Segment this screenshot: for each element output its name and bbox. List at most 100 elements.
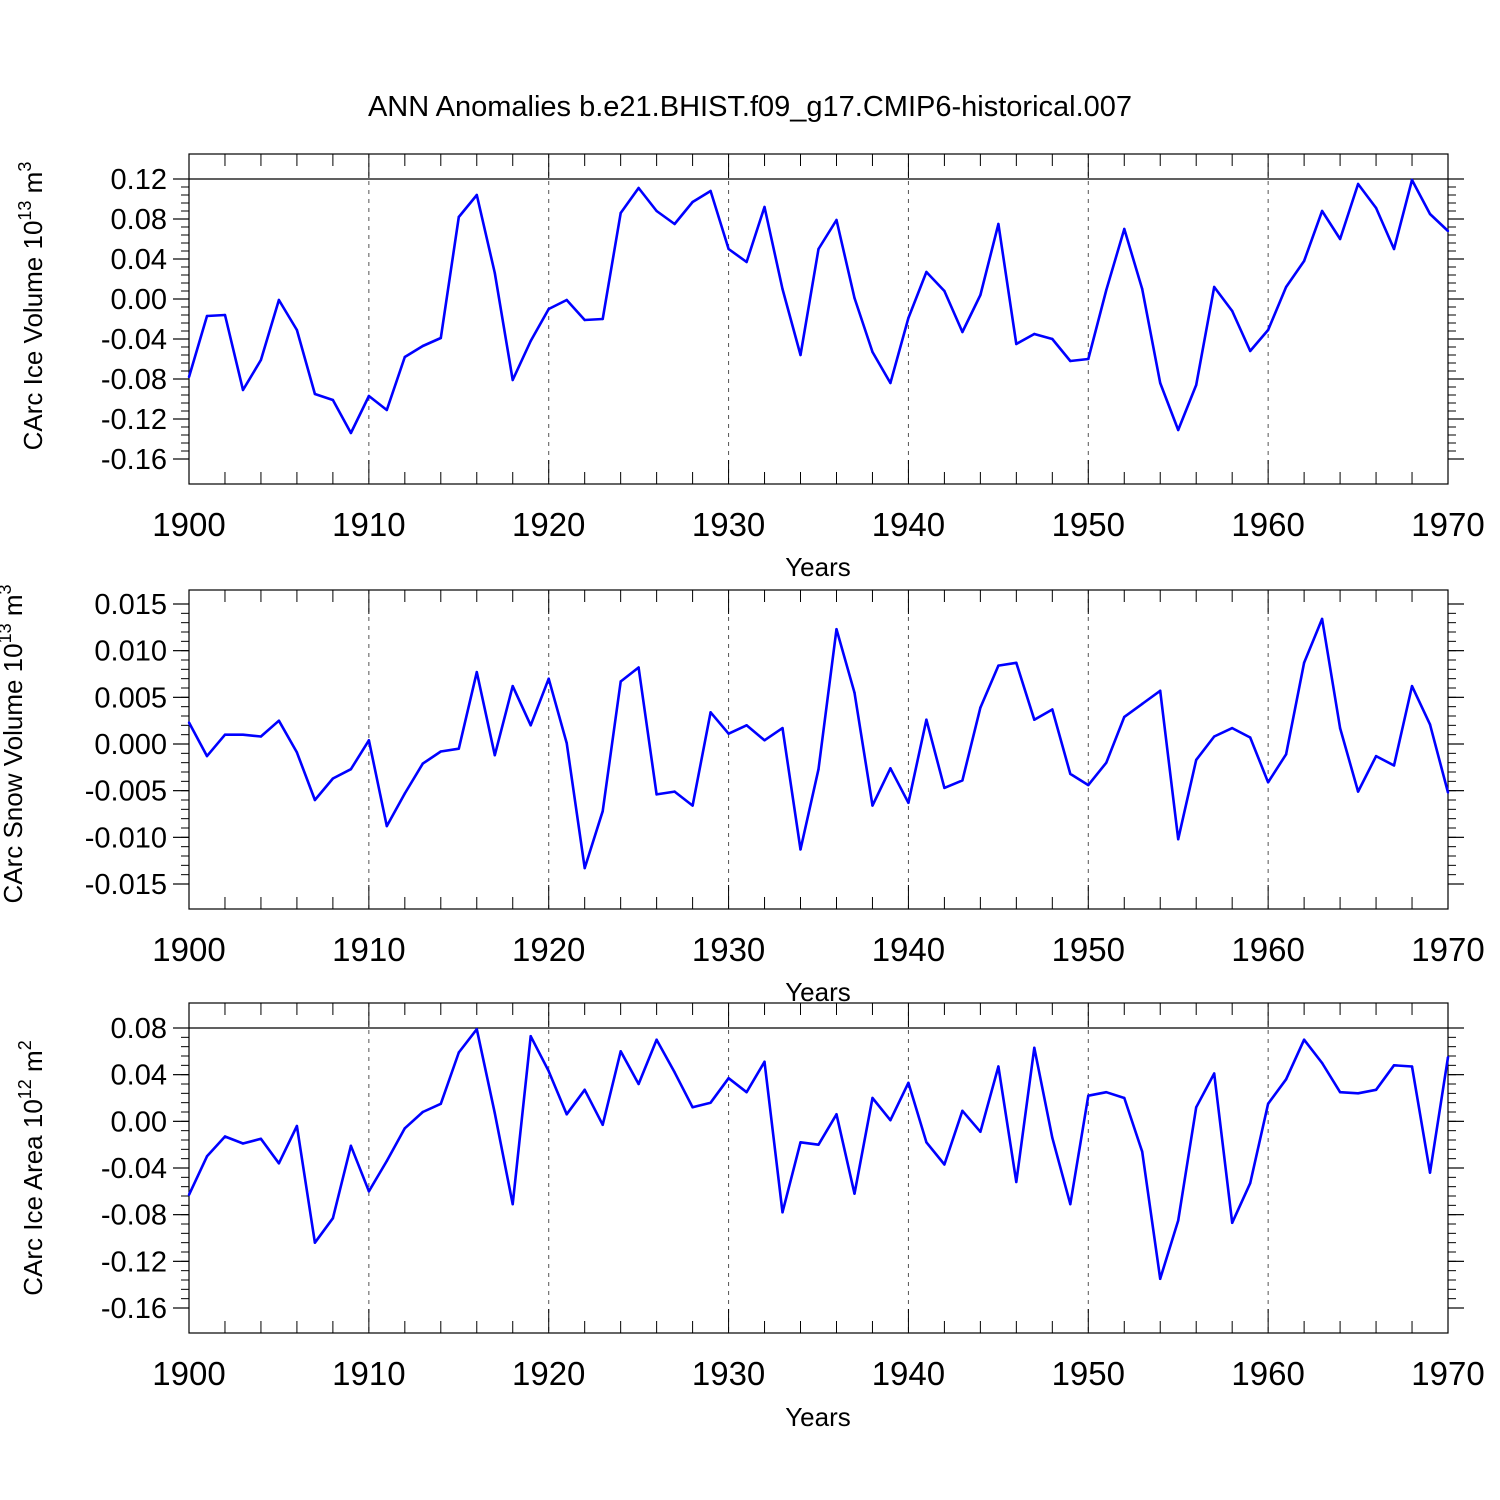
data-point [1105,761,1108,764]
x-tick-label: 1920 [512,506,585,543]
data-point [565,298,568,302]
x-tick-label: 1940 [872,931,945,968]
y-tick-label: -0.12 [101,404,167,436]
data-point [385,824,389,828]
data-point [943,289,946,293]
plot-frame [188,589,1449,910]
data-point [709,711,712,714]
data-point [655,793,658,796]
data-point [1069,359,1072,363]
data-point [1428,1171,1432,1174]
data-point [1033,718,1036,721]
y-tick-label: -0.16 [101,1293,167,1325]
data-point [439,750,442,753]
data-point [1123,1096,1126,1100]
data-point [1266,781,1270,784]
data-point [619,1050,622,1053]
data-point [1087,1094,1090,1097]
data-point [1356,1092,1360,1095]
data-point [691,804,694,807]
data-point [1446,1055,1450,1059]
data-point [997,1065,1000,1068]
data-point [511,684,514,688]
plot-frame [188,153,1449,485]
data-point [241,1142,245,1145]
data-point [259,358,263,362]
data-point [1195,383,1198,387]
data-point [457,747,460,750]
data-point [907,1081,910,1085]
data-point [727,247,730,251]
data-point [907,801,910,804]
data-point [1087,783,1090,787]
data-point [457,215,460,219]
data-point [1374,1088,1378,1092]
data-point [637,666,640,669]
data-point [871,350,874,354]
data-point [889,767,892,770]
data-point [349,431,353,435]
data-point [205,314,209,318]
data-point [277,298,281,302]
data-point [1015,342,1018,346]
data-point [979,1130,982,1134]
data-point [1069,1202,1072,1206]
data-point [1320,617,1324,621]
y-tick-label: 0.04 [111,244,167,276]
y-tick-label: 0.04 [111,1060,167,1092]
data-point [1248,736,1252,739]
y-tick-label: -0.12 [101,1246,167,1278]
data-point [349,768,353,771]
data-point [763,1060,766,1064]
data-point [835,628,838,631]
data-point [1338,237,1342,241]
data-point [295,751,299,754]
y-tick-label: -0.16 [101,444,167,476]
data-point [205,1155,209,1158]
data-point [349,1144,353,1148]
data-point [1446,229,1450,233]
data-point [421,762,425,765]
x-tick-label: 1930 [692,1355,765,1392]
data-point [1105,1090,1108,1094]
data-point [1087,357,1090,361]
data-point [1033,1046,1036,1050]
data-point [727,732,730,735]
data-point [1177,838,1180,841]
data-point [223,313,227,317]
data-point [691,200,694,204]
y-tick-label: -0.015 [85,869,167,901]
data-point [889,1118,892,1122]
data-point [187,1193,191,1197]
data-point [1428,212,1432,216]
data-point [1338,726,1342,730]
x-tick-label: 1900 [152,506,225,543]
data-point [295,328,299,332]
data-point [997,222,1000,226]
data-point [583,318,586,322]
data-point [1141,287,1144,291]
data-point [1159,381,1162,385]
data-point [1392,764,1396,767]
data-point [673,790,676,793]
data-point [475,193,478,197]
data-point [889,381,892,385]
data-point [763,739,766,742]
data-point [637,186,640,190]
data-point [1141,1150,1144,1153]
data-point [583,1088,586,1092]
data-point [601,1123,604,1127]
data-point [259,1137,263,1141]
data-point [997,664,1000,667]
x-tick-label: 1900 [152,931,225,968]
data-point [331,398,335,402]
plot-frame [188,1002,1449,1334]
x-tick-label: 1920 [512,931,585,968]
x-tick-label: 1940 [872,506,945,543]
y-tick-label: -0.08 [101,364,167,396]
data-point [1123,715,1126,719]
y-tick-label: -0.005 [85,776,167,808]
x-tick-label: 1910 [332,931,405,968]
data-point [781,726,784,730]
